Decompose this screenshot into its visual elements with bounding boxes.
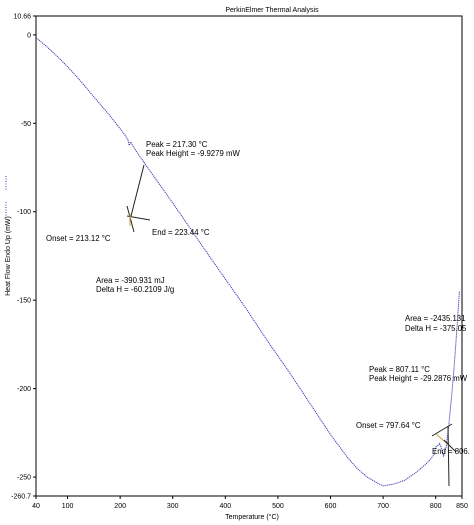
annotation-onset-1: Onset = 213.12 °C <box>46 234 111 243</box>
y-axis-label: Heat Flow Endo Up (mW) <box>5 216 12 296</box>
x-axis-label: Temperature (°C) <box>225 513 279 521</box>
annotation-area-2: Area = -2435.131 <box>405 314 465 323</box>
x-tick-label: 40 <box>32 503 40 510</box>
chart-title: PerkinElmer Thermal Analysis <box>225 7 319 14</box>
heat-flow-series-line <box>35 37 460 487</box>
x-tick-label: 600 <box>325 503 337 510</box>
y-tick-label: -260.7 <box>11 494 31 501</box>
annotation-onset-2: Onset = 797.64 °C <box>356 421 421 430</box>
annotation-peak-2: Peak = 807.11 °C <box>369 365 430 374</box>
x-tick-label: 100 <box>62 503 74 510</box>
x-tick-label: 200 <box>114 503 126 510</box>
peak-2-drop-line <box>447 425 450 487</box>
annotation-area-1: Area = -390.931 mJ <box>96 276 165 285</box>
peak-2-construction <box>431 423 457 487</box>
y-axis: 10.66 0 -50 -100 -150 -200 -250 -260.7 <box>11 14 36 501</box>
y-tick-label: 0 <box>27 32 31 39</box>
annotation-peak-height-2: Peak Height = -29.2876 mW <box>369 374 468 383</box>
x-tick-label: 850 <box>456 503 468 510</box>
y-tick-label: -250 <box>17 475 31 482</box>
annotation-end-1: End = 223.44 °C <box>152 228 210 237</box>
plot-frame <box>35 15 463 497</box>
peak-2-baseline <box>431 423 453 437</box>
y-tick-label: -200 <box>17 386 31 393</box>
peak-1-end-line <box>126 215 151 221</box>
y-tick-label: -100 <box>17 209 31 216</box>
x-tick-label: 800 <box>430 503 442 510</box>
x-tick-label: 400 <box>219 503 231 510</box>
x-axis: 40 100 200 300 400 500 600 700 800 850 <box>32 496 468 510</box>
annotation-peak-height-1: Peak Height = -9.9279 mW <box>146 149 240 158</box>
annotation-end-2: End = 806. <box>432 447 470 456</box>
x-tick-label: 300 <box>167 503 179 510</box>
y-tick-label: -50 <box>21 121 31 128</box>
annotation-delta-h-1: Delta H = -60.2109 J/g <box>96 285 174 294</box>
peak-1-leader-line <box>130 164 145 217</box>
annotation-delta-h-2: Delta H = -375.05 <box>405 324 467 333</box>
annotation-peak-1: Peak = 217.30 °C <box>146 140 208 149</box>
x-tick-label: 500 <box>272 503 284 510</box>
y-tick-label: -150 <box>17 298 31 305</box>
y-tick-label: 10.66 <box>13 14 31 21</box>
peak-1-construction <box>126 164 151 233</box>
x-tick-label: 700 <box>377 503 389 510</box>
peak-2-end-line <box>443 439 457 453</box>
